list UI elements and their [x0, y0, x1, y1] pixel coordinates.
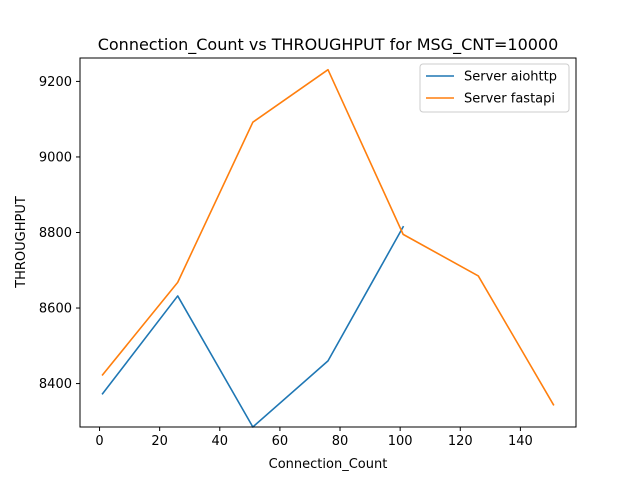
- chart-title: Connection_Count vs THROUGHPUT for MSG_C…: [98, 35, 559, 55]
- legend-label-fastapi: Server fastapi: [464, 92, 555, 107]
- plot-area: 0 20 40 60 80 100 120 140 8400 8600 8800 9000 9200 Se…: [39, 57, 577, 449]
- y-tick-label-8800: 8800: [39, 226, 72, 241]
- y-tick-label-8600: 8600: [39, 302, 72, 317]
- x-tick-label-0: 0: [95, 434, 103, 449]
- x-tick-label-120: 120: [448, 434, 473, 449]
- x-axis-label: Connection_Count: [269, 457, 388, 472]
- axes-frame: [79, 57, 577, 428]
- series-line-fastapi: [101, 68, 555, 406]
- y-tick-label-8400: 8400: [39, 377, 72, 392]
- x-tick-label-100: 100: [388, 434, 413, 449]
- legend-label-aiohttp: Server aiohttp: [464, 70, 557, 85]
- x-tick-label-80: 80: [332, 434, 349, 449]
- y-tick-label-9000: 9000: [39, 150, 72, 165]
- x-tick-label-20: 20: [151, 434, 168, 449]
- x-tick-label-60: 60: [272, 434, 289, 449]
- y-axis-label: THROUGHPUT: [14, 196, 29, 289]
- x-tick-label-40: 40: [212, 434, 229, 449]
- x-tick-label-140: 140: [508, 434, 533, 449]
- y-tick-label-9200: 9200: [39, 75, 72, 90]
- legend-box: [419, 63, 570, 113]
